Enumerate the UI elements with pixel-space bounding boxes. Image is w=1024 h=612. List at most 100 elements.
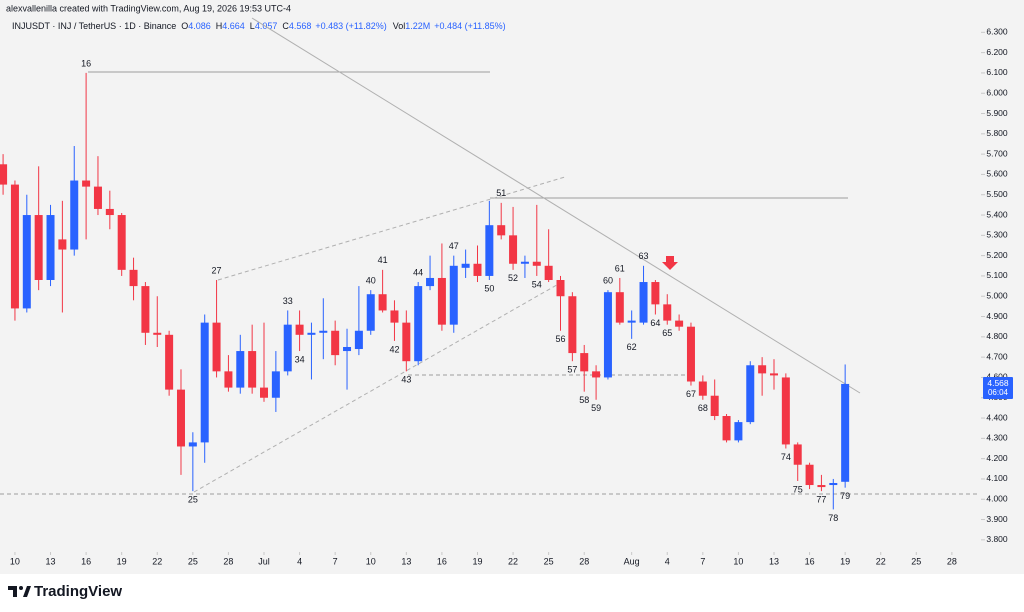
- x-tick-label: 4: [665, 556, 670, 566]
- y-tick-label: 5.600: [986, 169, 1008, 179]
- x-tick-label: 22: [152, 556, 162, 566]
- candle-body: [449, 265, 458, 325]
- x-tick-label: 19: [472, 556, 482, 566]
- x-tick-label: 16: [437, 556, 447, 566]
- candle-annotation: 57: [567, 365, 577, 375]
- candle-annotation: 79: [840, 491, 850, 501]
- candle-annotation: 67: [686, 389, 696, 399]
- candle-body: [793, 444, 802, 465]
- candle-body: [224, 371, 233, 388]
- y-tick-label: 3.900: [986, 514, 1008, 524]
- candle-body: [414, 286, 423, 362]
- candle-body: [509, 235, 518, 264]
- y-tick-label: 5.900: [986, 108, 1008, 118]
- candle-annotation: 65: [662, 328, 672, 338]
- candle-body: [46, 215, 55, 280]
- candle-annotation: 60: [603, 276, 613, 286]
- y-tick-label: 5.100: [986, 270, 1008, 280]
- candle-body: [603, 292, 612, 378]
- chart-background: [0, 0, 1024, 574]
- x-tick-label: 28: [579, 556, 589, 566]
- candle-annotation: 47: [449, 241, 459, 251]
- candle-body: [212, 322, 221, 372]
- y-tick-label: 5.400: [986, 209, 1008, 219]
- x-tick-label: Jul: [258, 556, 270, 566]
- candle-body: [473, 263, 482, 276]
- last-price-label: 4.568: [987, 378, 1009, 388]
- candle-body: [532, 261, 541, 266]
- x-tick-label: 19: [117, 556, 127, 566]
- candle-body: [10, 184, 19, 309]
- candle-body: [0, 164, 8, 185]
- candle-annotation: 56: [556, 334, 566, 344]
- candle-body: [70, 180, 79, 250]
- candle-body: [651, 282, 660, 305]
- candle-body: [805, 464, 814, 486]
- candle-body: [663, 304, 672, 321]
- legend-text: 4.568: [289, 21, 312, 31]
- y-tick-label: 6.100: [986, 67, 1008, 77]
- candle-body: [544, 265, 553, 280]
- candle-body: [22, 215, 31, 309]
- candle-body: [758, 365, 767, 374]
- candle-annotation: 27: [212, 265, 222, 275]
- candle-body: [461, 263, 470, 268]
- legend-text: C: [282, 21, 289, 31]
- candle-body: [331, 330, 340, 356]
- candle-body: [378, 294, 387, 311]
- y-tick-label: 6.000: [986, 87, 1008, 97]
- candle-annotation: 42: [389, 344, 399, 354]
- candle-annotation: 51: [496, 188, 506, 198]
- candle-annotation: 68: [698, 403, 708, 413]
- candle-body: [295, 324, 304, 335]
- candle-body: [34, 215, 43, 280]
- y-tick-label: 4.900: [986, 311, 1008, 321]
- legend-text: +0.484 (+11.85%): [434, 21, 505, 31]
- candle-annotation: 33: [283, 296, 293, 306]
- y-tick-label: 4.000: [986, 493, 1008, 503]
- candle-annotation: 58: [579, 395, 589, 405]
- legend-text: H: [216, 21, 223, 31]
- candle-body: [675, 320, 684, 327]
- x-tick-label: 10: [10, 556, 20, 566]
- candle-annotation: 50: [484, 283, 494, 293]
- candle-body: [437, 277, 446, 325]
- candle-annotation: 61: [615, 263, 625, 273]
- legend-text: 1.22M: [405, 21, 430, 31]
- candle-annotation: 59: [591, 403, 601, 413]
- candle-body: [271, 371, 280, 398]
- x-tick-label: 19: [840, 556, 850, 566]
- candle-annotation: 78: [828, 513, 838, 523]
- x-tick-label: 22: [876, 556, 886, 566]
- candle-body: [568, 296, 577, 354]
- y-tick-label: 5.000: [986, 290, 1008, 300]
- candle-body: [283, 324, 292, 372]
- candle-body: [485, 225, 494, 276]
- y-tick-label: 5.200: [986, 250, 1008, 260]
- candle-annotation: 74: [781, 452, 791, 462]
- candle-body: [497, 225, 506, 236]
- candle-body: [580, 353, 589, 372]
- candle-body: [722, 416, 731, 441]
- y-tick-label: 4.700: [986, 351, 1008, 361]
- y-tick-label: 4.600: [986, 372, 1008, 382]
- x-tick-label: Aug: [624, 556, 640, 566]
- x-tick-label: 7: [700, 556, 705, 566]
- candle-annotation: 40: [366, 276, 376, 286]
- candle-body: [402, 322, 411, 362]
- channel-line: [193, 281, 563, 493]
- x-tick-label: 28: [947, 556, 957, 566]
- candle-annotation: 52: [508, 273, 518, 283]
- x-tick-label: 13: [769, 556, 779, 566]
- candle-body: [627, 320, 636, 323]
- logo-icon: [23, 586, 31, 597]
- candle-body: [817, 485, 826, 488]
- candle-body: [343, 346, 352, 352]
- candle-body: [556, 280, 565, 297]
- x-tick-label: 4: [297, 556, 302, 566]
- candle-body: [165, 334, 174, 390]
- y-tick-label: 6.200: [986, 47, 1008, 57]
- y-tick-label: 5.800: [986, 128, 1008, 138]
- candle-annotation: 41: [378, 255, 388, 265]
